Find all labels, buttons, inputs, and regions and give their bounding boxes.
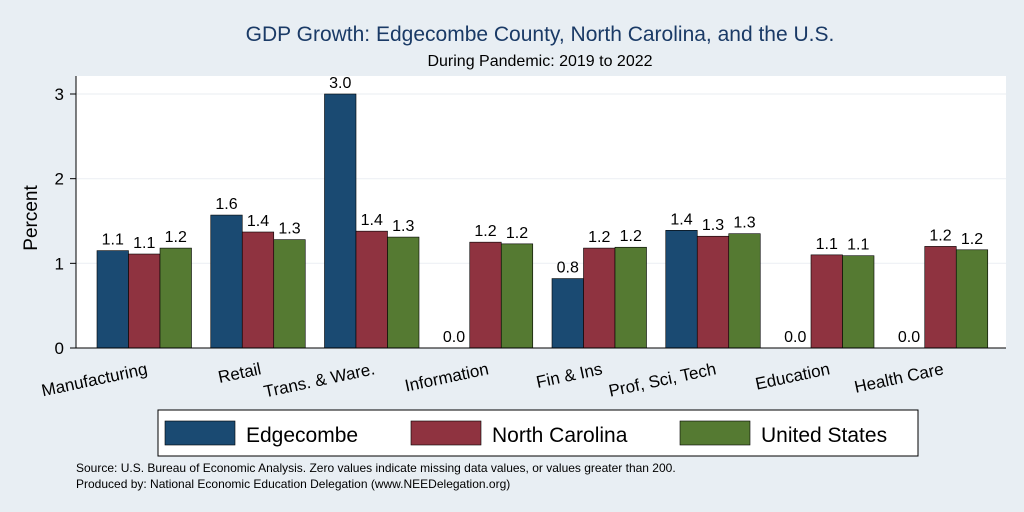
- footer-produced-by: Produced by: National Economic Education…: [76, 477, 510, 491]
- y-tick-label-0: 0: [55, 339, 64, 358]
- category-label-6: Education: [754, 359, 832, 393]
- y-tick-label-1: 1: [55, 254, 64, 273]
- category-label-5: Prof, Sci, Tech: [607, 359, 718, 400]
- legend-label-0: Edgecombe: [246, 424, 358, 447]
- bar-north-carolina-0: [128, 253, 161, 349]
- data-label: 1.3: [702, 217, 724, 234]
- category-label-3: Information: [403, 359, 490, 395]
- bar-north-carolina-3: [469, 241, 502, 349]
- data-label: 1.1: [847, 237, 869, 254]
- bar-edgecombe-5: [665, 230, 698, 349]
- data-labels: 1.1 1.1 1.2 1.6 1.4 1.3 3.0 1.4 1.3 0.0 1.2 1.2 0.8 1…: [102, 75, 984, 346]
- bar-north-carolina-7: [924, 246, 957, 349]
- data-label: 1.2: [929, 227, 951, 244]
- bar-edgecombe-2: [324, 93, 357, 349]
- legend-swatch-0: [164, 420, 236, 446]
- footer-source: Source: U.S. Bureau of Economic Analysis…: [76, 461, 676, 475]
- data-label: 1.3: [733, 215, 755, 232]
- legend-box: [157, 409, 919, 457]
- legend-label-1: North Carolina: [492, 424, 628, 447]
- data-label: 1.2: [588, 229, 610, 246]
- bar-united-states-1: [273, 239, 306, 349]
- bar-north-carolina-5: [696, 235, 730, 349]
- data-label: 0.0: [784, 329, 806, 346]
- bar-united-states-4: [614, 246, 647, 349]
- bar-north-carolina-1: [241, 231, 275, 349]
- data-label: 0.0: [443, 329, 465, 346]
- bar-united-states-7: [955, 249, 989, 349]
- data-label: 1.2: [506, 225, 528, 242]
- bar-edgecombe-0: [96, 250, 129, 349]
- data-label: 1.2: [961, 231, 983, 248]
- data-label: 1.4: [247, 213, 269, 230]
- data-label: 1.2: [165, 229, 187, 246]
- legend-swatch-1: [410, 420, 482, 446]
- axes: 0 1 2 3: [55, 76, 1006, 358]
- data-label: 0.8: [557, 260, 579, 277]
- category-label-4: Fin & Ins: [535, 359, 605, 392]
- bar-north-carolina-2: [355, 230, 388, 349]
- data-label: 1.1: [102, 232, 124, 249]
- legend-swatch-2: [679, 420, 751, 446]
- bar-united-states-2: [387, 236, 420, 349]
- data-label: 1.2: [620, 228, 642, 245]
- bars: [96, 93, 989, 349]
- bar-united-states-5: [728, 233, 761, 349]
- bar-edgecombe-4: [551, 278, 584, 349]
- data-label: 1.1: [133, 235, 155, 252]
- category-label-1: Retail: [216, 359, 262, 387]
- data-label: 1.3: [278, 221, 300, 238]
- data-label: 1.6: [215, 196, 237, 213]
- data-label: 3.0: [329, 75, 351, 92]
- data-label: 1.4: [361, 212, 383, 229]
- chart-subtitle: During Pandemic: 2019 to 2022: [427, 53, 652, 70]
- legend-label-2: United States: [761, 424, 887, 447]
- data-label: 1.3: [392, 218, 414, 235]
- chart-title: GDP Growth: Edgecombe County, North Caro…: [246, 23, 835, 46]
- y-axis-label: Percent: [21, 185, 42, 251]
- bar-united-states-0: [159, 247, 192, 349]
- y-tick-label-3: 3: [55, 85, 64, 104]
- data-label: 1.2: [474, 223, 496, 240]
- data-label: 0.0: [898, 329, 920, 346]
- data-label: 1.4: [670, 211, 692, 228]
- category-label-7: Health Care: [853, 359, 946, 396]
- bar-united-states-3: [500, 243, 534, 349]
- legend: Edgecombe North Carolina United States: [157, 409, 919, 457]
- bar-north-carolina-4: [583, 247, 616, 349]
- y-tick-label-2: 2: [55, 170, 64, 189]
- bar-united-states-6: [842, 255, 875, 349]
- bar-edgecombe-1: [210, 214, 243, 349]
- category-label-2: Trans. & Ware.: [262, 359, 377, 401]
- category-label-0: Manufacturing: [40, 359, 149, 400]
- category-labels: Manufacturing Retail Trans. & Ware. Informa…: [40, 359, 946, 401]
- data-label: 1.1: [816, 236, 838, 253]
- bar-north-carolina-6: [810, 254, 843, 349]
